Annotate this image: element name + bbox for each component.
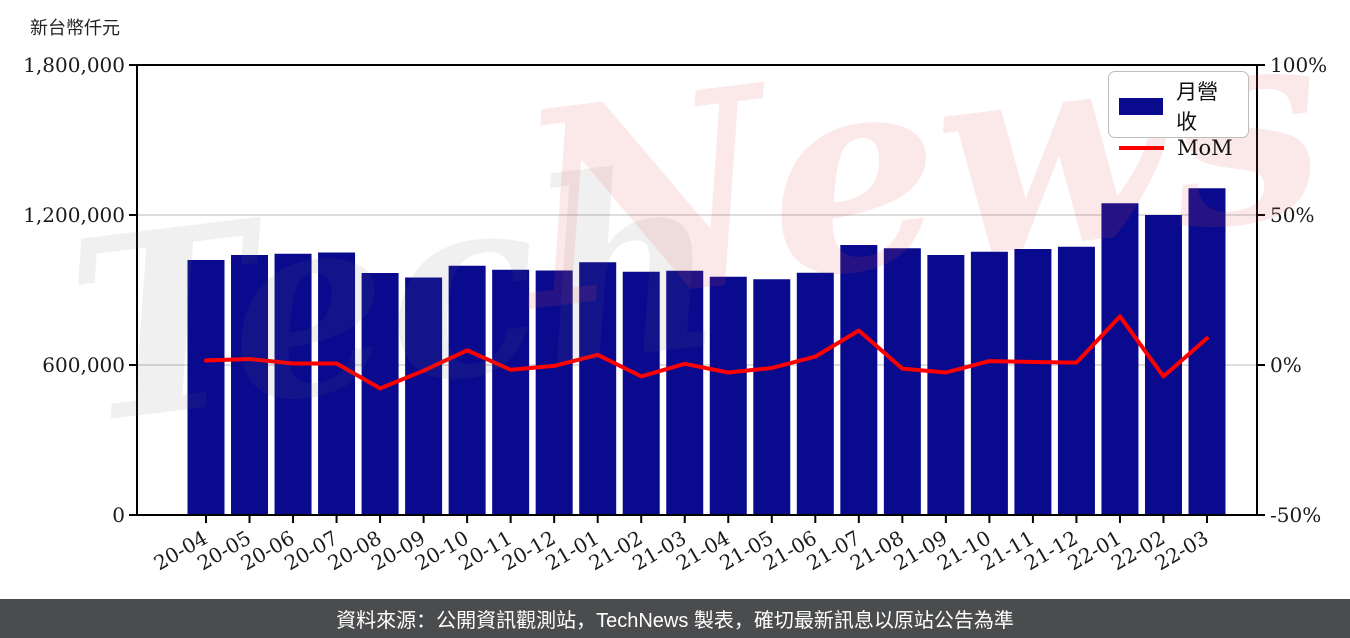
revenue-bar-20-05: [231, 255, 269, 515]
right-tick-label: 100%: [1270, 53, 1327, 77]
left-tick-label: 0: [112, 503, 125, 527]
revenue-bar-20-12: [535, 270, 573, 515]
left-tick-label: 1,800,000: [23, 53, 125, 77]
revenue-bar-21-11: [1014, 249, 1052, 515]
revenue-bar-21-12: [1057, 246, 1095, 515]
revenue-bar-21-09: [927, 255, 965, 515]
revenue-bar-21-05: [753, 279, 791, 515]
right-tick-label: -50%: [1270, 503, 1321, 527]
mom-legend-swatch: [1119, 146, 1164, 150]
source-footer: 資料來源：公開資訊觀測站，TechNews 製表，確切最新訊息以原站公告為準: [0, 599, 1350, 638]
plot-frame: [136, 64, 1258, 516]
revenue-bar-22-01: [1101, 203, 1139, 515]
revenue-bar-21-01: [579, 262, 617, 515]
revenue-bar-21-10: [970, 251, 1008, 515]
revenue-bar-20-08: [361, 273, 399, 515]
legend-row-revenue: 月營收: [1119, 76, 1238, 136]
revenue-legend-swatch: [1119, 97, 1164, 115]
revenue-bar-21-04: [709, 276, 747, 515]
monthly-revenue-mom-chart: 20-0420-0520-0620-0720-0820-0920-1020-11…: [23, 53, 1327, 575]
revenue-bar-21-08: [883, 248, 921, 515]
revenue-bar-21-02: [622, 271, 660, 515]
chart-legend: 月營收 MoM: [1108, 71, 1249, 160]
revenue-bar-20-10: [448, 265, 486, 515]
revenue-legend-label: 月營收: [1176, 80, 1219, 134]
right-tick-label: 50%: [1270, 203, 1314, 227]
mom-line: [204, 314, 1209, 391]
left-tick-label: 600,000: [42, 353, 125, 377]
revenue-bar-20-06: [274, 253, 312, 515]
revenue-bar-20-04: [187, 260, 225, 515]
revenue-bar-20-09: [405, 277, 443, 515]
left-tick-label: 1,200,000: [23, 203, 125, 227]
legend-row-mom: MoM: [1119, 136, 1238, 160]
right-tick-label: 0%: [1270, 353, 1302, 377]
revenue-bar-20-11: [492, 269, 530, 515]
left-axis-title: 新台幣仟元: [30, 18, 120, 38]
revenue-bar-21-03: [666, 270, 704, 515]
mom-legend-label: MoM: [1177, 136, 1233, 160]
revenue-bar-21-07: [840, 245, 878, 515]
revenue-bar-20-07: [318, 252, 356, 515]
source-text: 資料來源：公開資訊觀測站，TechNews 製表，確切最新訊息以原站公告為準: [336, 610, 1014, 632]
revenue-bar-21-06: [796, 272, 834, 515]
